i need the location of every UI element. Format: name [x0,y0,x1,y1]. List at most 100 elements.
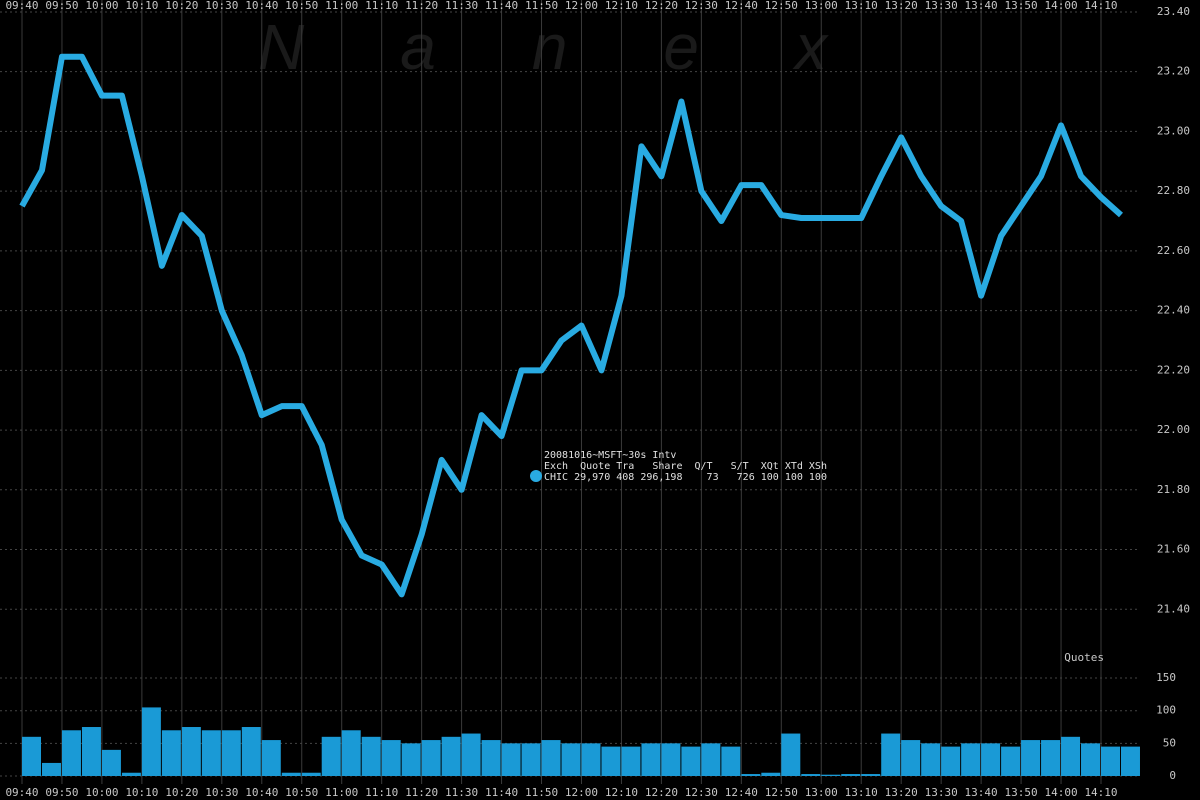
quotes-label: Quotes [1064,651,1104,664]
bar [981,743,1001,776]
x-tick-label: 11:00 [325,0,358,12]
x-tick-label: 11:20 [405,0,438,12]
x-tick-label: 13:40 [965,0,998,12]
bar [721,746,741,776]
annotation: 20081016~MSFT~30s Intv [544,450,676,461]
x-tick-label: 12:00 [565,0,598,12]
x-tick-label: 11:00 [325,786,358,799]
y-tick-label: 22.00 [1157,423,1190,436]
y-tick-label: 50 [1163,736,1176,749]
x-tick-label: 13:50 [1005,786,1038,799]
x-tick-label: 11:30 [445,0,478,12]
bar [81,727,101,776]
bar [61,730,81,776]
price-line [19,53,1123,598]
bar [681,746,701,776]
x-tick-label: 10:10 [125,0,158,12]
y-tick-label: 22.80 [1157,184,1190,197]
x-tick-label: 13:50 [1005,0,1038,12]
bar [421,740,441,776]
bar [921,743,941,776]
bar [701,743,721,776]
bar [321,736,341,776]
x-tick-label: 12:30 [685,786,718,799]
y-tick-label: 21.60 [1157,543,1190,556]
x-tick-label: 11:20 [405,786,438,799]
y-tick-label: 23.20 [1157,65,1190,78]
x-tick-label: 10:50 [285,786,318,799]
bar [221,730,241,776]
bar [461,733,481,776]
bar [801,774,821,776]
bar [621,746,641,776]
x-tick-label: 11:10 [365,786,398,799]
x-tick-label: 12:30 [685,0,718,12]
bar [481,740,501,776]
bar [841,774,861,776]
bar [141,707,161,776]
bar [22,736,41,776]
x-tick-label: 13:10 [845,0,878,12]
bar [581,743,601,776]
bar [101,749,121,776]
bar [1041,740,1061,776]
x-tick-label: 10:30 [205,0,238,12]
x-tick-label: 10:00 [85,786,118,799]
x-tick-label: 10:20 [165,786,198,799]
bar [741,774,761,776]
x-tick-label: 13:20 [885,786,918,799]
y-tick-label: 0 [1169,769,1176,782]
x-tick-label: 09:40 [5,0,38,12]
x-tick-label: 13:30 [925,0,958,12]
y-tick-label: 21.40 [1157,602,1190,615]
bar [901,740,921,776]
bar [961,743,981,776]
x-tick-label: 14:00 [1044,786,1077,799]
x-tick-label: 11:50 [525,0,558,12]
bar [881,733,901,776]
y-tick-label: 150 [1156,671,1176,684]
bar [941,746,961,776]
x-tick-label: 12:10 [605,786,638,799]
x-tick-label: 11:40 [485,786,518,799]
watermark: Nanex [258,11,923,83]
x-tick-label: 13:40 [965,786,998,799]
y-tick-label: 23.40 [1157,5,1190,18]
y-tick-label: 22.20 [1157,363,1190,376]
x-tick-label: 10:50 [285,0,318,12]
bar [161,730,181,776]
x-tick-label: 14:00 [1044,0,1077,12]
bar [121,772,141,776]
x-tick-label: 14:10 [1084,0,1117,12]
x-tick-label: 14:10 [1084,786,1117,799]
x-tick-label: 13:00 [805,0,838,12]
bar [281,772,301,776]
bar [1061,736,1081,776]
y-tick-label: 100 [1156,704,1176,717]
bar [541,740,561,776]
bar [341,730,361,776]
x-tick-label: 09:40 [5,786,38,799]
x-tick-label: 12:10 [605,0,638,12]
bar [181,727,201,776]
bar [501,743,521,776]
x-tick-label: 10:40 [245,786,278,799]
x-tick-label: 12:40 [725,0,758,12]
x-tick-label: 09:50 [45,0,78,12]
x-tick-label: 10:40 [245,0,278,12]
bar [381,740,401,776]
x-tick-label: 13:20 [885,0,918,12]
y-tick-label: 21.80 [1157,483,1190,496]
x-tick-label: 13:30 [925,786,958,799]
annotation: CHIC 29,970 408 296,198 73 726 100 100 1… [544,472,827,483]
x-tick-label: 10:10 [125,786,158,799]
x-tick-label: 12:40 [725,786,758,799]
x-tick-label: 10:30 [205,786,238,799]
bar [781,733,801,776]
bar [1021,740,1041,776]
bar [241,727,261,776]
bar [301,772,321,776]
bar [641,743,661,776]
bar [821,774,841,776]
